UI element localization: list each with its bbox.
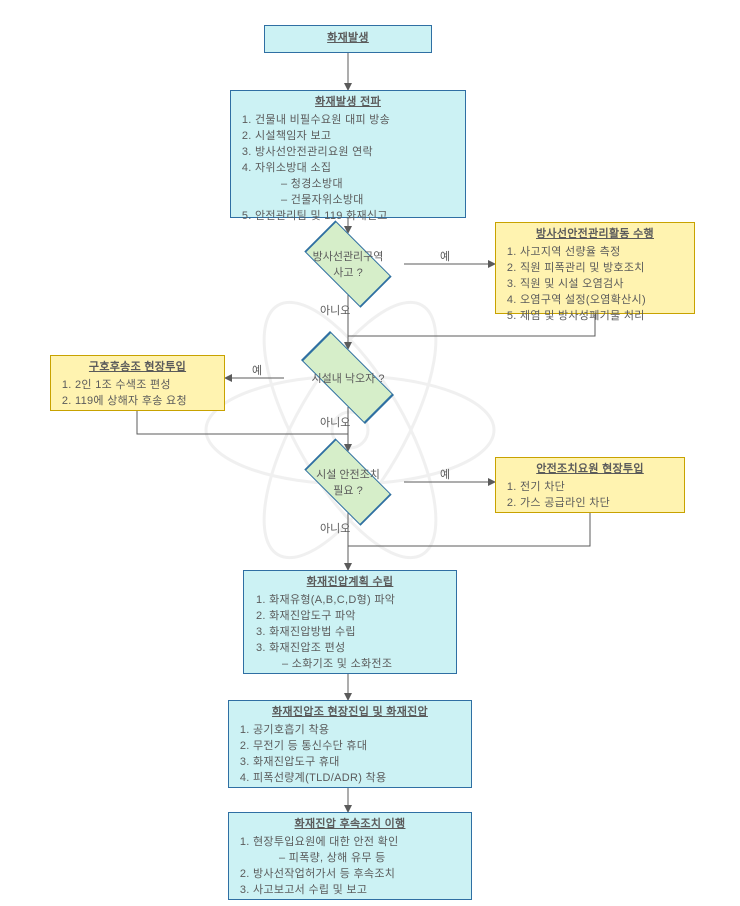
exec-items: 공기호흡기 착용무전기 등 통신수단 휴대화재진압도구 휴대피폭선량계(TLD/…	[235, 723, 465, 787]
post-subitem: – 피폭량, 상해 유무 등	[253, 851, 465, 867]
side3-title: 안전조치요원 현장투입	[502, 462, 678, 478]
node-start: 화재발생	[264, 25, 432, 53]
node-rescue-team: 구호후송조 현장투입 2인 1조 수색조 편성119에 상해자 후송 요청	[50, 355, 225, 411]
plan-title: 화재진압계획 수립	[250, 575, 450, 591]
d1-line1: 방사선관리구역	[313, 251, 384, 263]
d1-yes: 예	[440, 248, 450, 264]
exec-item: 무전기 등 통신수단 휴대	[253, 739, 465, 755]
plan-item: 1. 화재유형(A,B,C,D형) 파악	[256, 593, 450, 609]
d2-line1: 시설내 낙오자 ?	[312, 373, 385, 385]
decision-safety-action: 시설 안전조치 필요 ?	[292, 451, 404, 513]
d2-yes: 예	[252, 362, 262, 378]
plan-item: 3. 화재진압조 편성	[256, 641, 450, 657]
exec-item: 화재진압도구 휴대	[253, 755, 465, 771]
start-label: 화재발생	[265, 26, 431, 52]
d1-no: 아니오	[320, 302, 350, 318]
plan-subitem: – 소화기조 및 소화전조	[256, 657, 450, 673]
node-plan: 화재진압계획 수립 1. 화재유형(A,B,C,D형) 파악2. 화재진압도구 …	[243, 570, 457, 674]
propagate-item: 방사선안전관리요원 연락	[255, 145, 459, 161]
side1-title: 방사선안전관리활동 수행	[502, 227, 688, 243]
d3-no: 아니오	[320, 520, 350, 536]
propagate-items: 건물내 비필수요원 대피 방송시설책임자 보고방사선안전관리요원 연락자위소방대…	[237, 113, 459, 225]
node-propagate: 화재발생 전파 건물내 비필수요원 대피 방송시설책임자 보고방사선안전관리요원…	[230, 90, 466, 218]
decision-radiation-area: 방사선관리구역 사고 ?	[292, 233, 404, 295]
exec-title: 화재진압조 현장진입 및 화재진압	[235, 705, 465, 721]
d3-yes: 예	[440, 466, 450, 482]
post-item: 현장투입요원에 대한 안전 확인	[253, 835, 465, 851]
propagate-subitem: – 건물자위소방대	[255, 193, 459, 209]
side1-item: 직원 피폭관리 및 방호조치	[520, 261, 688, 277]
d2-no: 아니오	[320, 414, 350, 430]
exec-item: 공기호흡기 착용	[253, 723, 465, 739]
plan-item: 3. 화재진압방법 수립	[256, 625, 450, 641]
side3-item: 가스 공급라인 차단	[520, 496, 678, 512]
d3-line1: 시설 안전조치	[316, 469, 380, 481]
exec-item: 피폭선량계(TLD/ADR) 착용	[253, 771, 465, 787]
post-items: 현장투입요원에 대한 안전 확인– 피폭량, 상해 유무 등방사선작업허가서 등…	[235, 835, 465, 899]
node-exec: 화재진압조 현장진입 및 화재진압 공기호흡기 착용무전기 등 통신수단 휴대화…	[228, 700, 472, 788]
propagate-item: 시설책임자 보고	[255, 129, 459, 145]
propagate-item: 자위소방대 소집	[255, 161, 459, 177]
decision-stragglers: 시설내 낙오자 ?	[284, 349, 412, 407]
propagate-item: 건물내 비필수요원 대피 방송	[255, 113, 459, 129]
plan-items: 1. 화재유형(A,B,C,D형) 파악2. 화재진압도구 파악3. 화재진압방…	[250, 593, 450, 673]
side3-items: 전기 차단가스 공급라인 차단	[502, 480, 678, 512]
side3-item: 전기 차단	[520, 480, 678, 496]
post-title: 화재진압 후속조치 이행	[235, 817, 465, 833]
post-item: 방사선작업허가서 등 후속조치	[253, 867, 465, 883]
side1-item: 제염 및 방사성폐기물 처리	[520, 309, 688, 325]
plan-item: 2. 화재진압도구 파악	[256, 609, 450, 625]
side1-item: 사고지역 선량율 측정	[520, 245, 688, 261]
side2-title: 구호후송조 현장투입	[57, 360, 218, 376]
side2-item: 2인 1조 수색조 편성	[75, 378, 218, 394]
post-item: 사고보고서 수립 및 보고	[253, 883, 465, 899]
propagate-subitem: – 청경소방대	[255, 177, 459, 193]
node-radiation-actions: 방사선안전관리활동 수행 사고지역 선량율 측정직원 피폭관리 및 방호조치직원…	[495, 222, 695, 314]
side2-items: 2인 1조 수색조 편성119에 상해자 후송 요청	[57, 378, 218, 410]
side2-item: 119에 상해자 후송 요청	[75, 394, 218, 410]
side1-items: 사고지역 선량율 측정직원 피폭관리 및 방호조치직원 및 시설 오염검사오염구…	[502, 245, 688, 325]
node-post: 화재진압 후속조치 이행 현장투입요원에 대한 안전 확인– 피폭량, 상해 유…	[228, 812, 472, 900]
d1-line2: 사고 ?	[333, 267, 362, 279]
node-safety-team: 안전조치요원 현장투입 전기 차단가스 공급라인 차단	[495, 457, 685, 513]
d3-line2: 필요 ?	[333, 485, 362, 497]
propagate-title: 화재발생 전파	[237, 95, 459, 111]
side1-item: 오염구역 설정(오염확산시)	[520, 293, 688, 309]
side1-item: 직원 및 시설 오염검사	[520, 277, 688, 293]
propagate-item: 안전관리팀 및 119 화재신고	[255, 209, 459, 225]
